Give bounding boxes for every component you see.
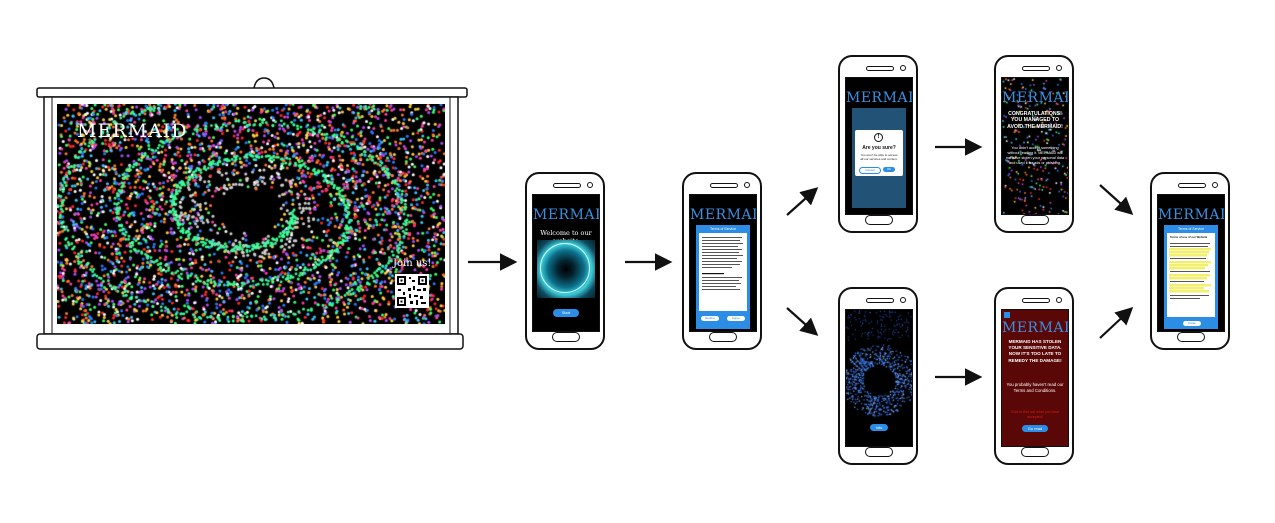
arrow-terms-to-confirm [786, 187, 819, 216]
screen-display: MERMAID Join us! [57, 104, 445, 324]
camera [587, 182, 593, 188]
arrow-stolen-to-final [1099, 306, 1134, 339]
terms-brand: MERMAID [690, 207, 756, 223]
blue-dot-tunnel [846, 310, 912, 446]
home-button[interactable] [865, 215, 893, 225]
congrats-brand: MERMAID [1002, 90, 1068, 106]
stolen-warning: Click to find out what you have accepted… [1010, 410, 1060, 419]
decline-button[interactable]: Decline [700, 315, 720, 322]
go-read-button[interactable]: Go read [1022, 425, 1048, 432]
home-button[interactable] [1021, 447, 1049, 457]
phone-welcome: MERMAID Welcome to our website Start [525, 172, 605, 350]
terms-card: Terms of Service Decline Agree [696, 225, 750, 329]
dialog-ok-button[interactable]: OK [883, 167, 895, 172]
final-card-title: Terms of Service [1177, 227, 1205, 231]
vortex-image [537, 240, 595, 298]
dialog-body: You won't be able to access all our serv… [860, 153, 898, 161]
phone-congrats: MERMAID CONGRATULATIONS! YOU MANAGED TO … [994, 55, 1074, 233]
home-button[interactable] [709, 332, 737, 342]
speaker [553, 183, 581, 188]
final-card-subtitle: Terms of use of our Website [1170, 235, 1208, 239]
speaker [866, 298, 894, 303]
close-button[interactable]: Close [1182, 320, 1202, 327]
confetti-background [1002, 78, 1068, 214]
agree-button[interactable]: Agree [726, 315, 746, 322]
camera [1212, 182, 1218, 188]
home-button[interactable] [1177, 332, 1205, 342]
speaker [1022, 298, 1050, 303]
home-button[interactable] [865, 447, 893, 457]
qr-code-icon[interactable] [395, 274, 429, 308]
dialog-cancel-button[interactable]: Cancel [859, 167, 881, 174]
terms-card-title: Terms of Service [709, 227, 737, 231]
camera [1056, 65, 1062, 71]
info-button[interactable]: Info [870, 424, 888, 431]
confirm-dialog: ! Are you sure? You won't be able to acc… [855, 130, 903, 176]
alert-icon: ! [874, 133, 883, 142]
highlighted-clauses [1169, 243, 1211, 299]
phone-confirm: MERMAID ! Are you sure? You won't be abl… [838, 55, 918, 233]
camera [1056, 297, 1062, 303]
arrow-congrats-to-final [1099, 184, 1134, 215]
final-terms-body[interactable]: Terms of use of our Website [1167, 233, 1215, 317]
arrow-terms-to-tunnel [786, 307, 819, 336]
phone-terms: MERMAID Terms of Service Decline [682, 172, 762, 350]
stolen-brand: MERMAID [1002, 320, 1068, 336]
speaker [1178, 183, 1206, 188]
home-button[interactable] [552, 332, 580, 342]
home-button[interactable] [1021, 215, 1049, 225]
final-brand: MERMAID [1158, 207, 1224, 223]
speaker [866, 66, 894, 71]
screen-join-label: Join us! [393, 258, 432, 269]
terms-screen: MERMAID Terms of Service Decline [689, 194, 757, 332]
tunnel-screen: Info [845, 309, 913, 447]
stolen-body: You probably haven't read our Terms and … [1006, 382, 1064, 393]
phone-final-terms: MERMAID Terms of Service Terms of use of… [1150, 172, 1230, 350]
particle-vortex [57, 104, 445, 324]
congrats-body: You didn't accept something without read… [1005, 146, 1065, 165]
stolen-headline: MERMAID HAS STOLEN YOUR SENSITIVE DATA. … [1008, 339, 1062, 363]
start-button[interactable]: Start [553, 309, 579, 317]
screen-brand: MERMAID [77, 120, 188, 142]
final-terms-screen: MERMAID Terms of Service Terms of use of… [1157, 194, 1225, 332]
corner-badge [1004, 312, 1010, 318]
stolen-screen: MERMAID MERMAID HAS STOLEN YOUR SENSITIV… [1001, 309, 1069, 447]
welcome-screen: MERMAID Welcome to our website Start [532, 194, 600, 332]
final-terms-card: Terms of Service Terms of use of our Web… [1164, 225, 1218, 329]
speaker [710, 183, 738, 188]
camera [744, 182, 750, 188]
speaker [1022, 66, 1050, 71]
confirm-brand: MERMAID [846, 90, 912, 106]
terms-text-body[interactable] [699, 233, 747, 311]
phone-tunnel: Info [838, 287, 918, 465]
camera [900, 297, 906, 303]
congrats-screen: MERMAID CONGRATULATIONS! YOU MANAGED TO … [1001, 77, 1069, 215]
camera [900, 65, 906, 71]
congrats-headline: CONGRATULATIONS! YOU MANAGED TO AVOID TH… [1007, 111, 1063, 130]
confirm-screen: MERMAID ! Are you sure? You won't be abl… [845, 77, 913, 215]
phone-stolen: MERMAID MERMAID HAS STOLEN YOUR SENSITIV… [994, 287, 1074, 465]
dialog-title: Are you sure? [862, 145, 896, 151]
welcome-brand: MERMAID [533, 207, 599, 223]
